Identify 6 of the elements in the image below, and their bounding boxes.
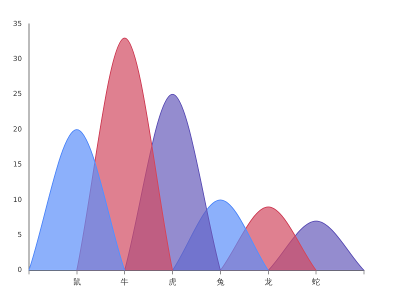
x-tick-label: 龙 xyxy=(264,277,272,286)
x-tick-label: 蛇 xyxy=(312,277,320,286)
x-tick-label: 鼠 xyxy=(72,277,81,286)
x-tick-label: 兔 xyxy=(216,277,224,286)
x-tick-label: 牛 xyxy=(120,277,129,286)
x-tick-label: 虎 xyxy=(168,277,177,286)
